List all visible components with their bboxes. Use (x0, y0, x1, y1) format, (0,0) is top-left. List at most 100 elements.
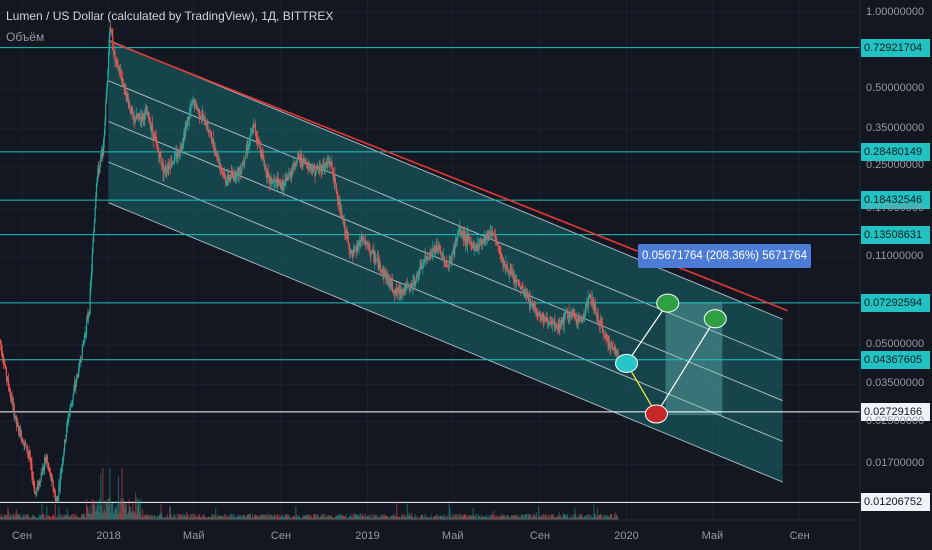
volume-bar (151, 514, 153, 520)
candle-body (177, 151, 179, 158)
candle-body (463, 233, 465, 240)
candle-body (422, 263, 424, 269)
candle-body (236, 171, 238, 178)
volume-bar (567, 518, 569, 520)
volume-bar (430, 514, 433, 520)
candle-body (256, 136, 258, 138)
price-tick-label: 0.05000000 (866, 337, 925, 350)
volume-bar (184, 515, 186, 520)
candle-body (483, 239, 485, 243)
volume-bar (224, 513, 226, 520)
candle-body (7, 378, 9, 380)
candle-body (110, 27, 112, 32)
candle-body (240, 168, 242, 175)
volume-bar (61, 514, 64, 520)
candle-body (238, 170, 240, 176)
candle-body (420, 263, 423, 269)
candle-body (196, 108, 198, 110)
candle-body (489, 232, 491, 234)
candle-body (348, 242, 350, 251)
candle-body (522, 287, 524, 293)
volume-bar (594, 514, 596, 520)
volume-bar (322, 516, 325, 520)
candle-body (567, 312, 569, 318)
volume-bar (597, 516, 599, 520)
candle-body (42, 468, 44, 470)
volume-bar (95, 509, 98, 520)
candle-body (315, 171, 317, 177)
candle-body (159, 152, 161, 158)
volume-bar (403, 517, 405, 520)
volume-bar (73, 517, 76, 520)
volume-bar (154, 515, 156, 520)
volume-bar (616, 515, 618, 520)
volume-bar (54, 518, 56, 520)
volume-bar (219, 516, 221, 520)
volume-bar (122, 498, 125, 520)
volume-bar (63, 515, 65, 520)
candle-body (153, 134, 155, 140)
candle-body (514, 277, 516, 280)
volume-bar (392, 517, 394, 520)
volume-bar (536, 518, 538, 520)
candle-body (527, 294, 529, 297)
volume-bar (263, 514, 265, 520)
candle-body (596, 314, 599, 318)
candle-body (176, 157, 178, 160)
volume-bar (460, 518, 462, 520)
volume-bar (30, 518, 32, 520)
volume-bar (199, 517, 201, 520)
candle-body (134, 120, 137, 122)
candle-body (147, 113, 149, 114)
volume-bar (340, 513, 342, 520)
volume-bar (105, 512, 107, 520)
candle-body (5, 367, 7, 377)
candle-body (484, 235, 486, 243)
volume-bar (159, 512, 161, 520)
candle-body (256, 137, 259, 143)
volume-bar (469, 515, 471, 520)
candle-body (407, 285, 409, 287)
volume-bar (315, 513, 318, 520)
volume-bar (412, 518, 414, 520)
candle-body (39, 481, 41, 483)
candle-body (293, 162, 295, 170)
volume-bar (254, 515, 256, 520)
volume-bar (567, 513, 569, 520)
candle-body (441, 252, 443, 260)
candle-body (547, 323, 550, 325)
volume-bar (256, 514, 258, 520)
candle-body (456, 238, 458, 241)
volume-bar (530, 516, 533, 520)
candle-body (104, 121, 106, 135)
candle-body (594, 303, 596, 312)
price-tick-label: 1.00000000 (866, 5, 925, 18)
volume-bar (277, 517, 279, 520)
candle-body (523, 290, 525, 292)
volume-bar (19, 516, 21, 520)
candle-body (597, 314, 599, 321)
candle-body (396, 292, 398, 294)
candle-body (605, 335, 607, 337)
volume-bar (443, 514, 445, 520)
volume-bar (176, 518, 178, 520)
marker-red (644, 404, 668, 424)
candle-body (118, 68, 120, 73)
candle-body (292, 168, 294, 170)
volume-bar (153, 515, 155, 520)
volume-bar (388, 518, 390, 520)
volume-bar (72, 513, 74, 520)
candle-body (598, 320, 600, 322)
volume-bar (372, 517, 374, 520)
candle-body (552, 321, 555, 323)
volume-bar (77, 516, 79, 520)
candle-body (364, 241, 367, 245)
candle-body (562, 318, 564, 324)
candle-body (603, 333, 605, 338)
volume-bar (488, 515, 490, 520)
candle-body (110, 31, 113, 32)
volume-bar (10, 515, 12, 520)
candle-body (500, 253, 502, 258)
candle-body (580, 319, 582, 321)
